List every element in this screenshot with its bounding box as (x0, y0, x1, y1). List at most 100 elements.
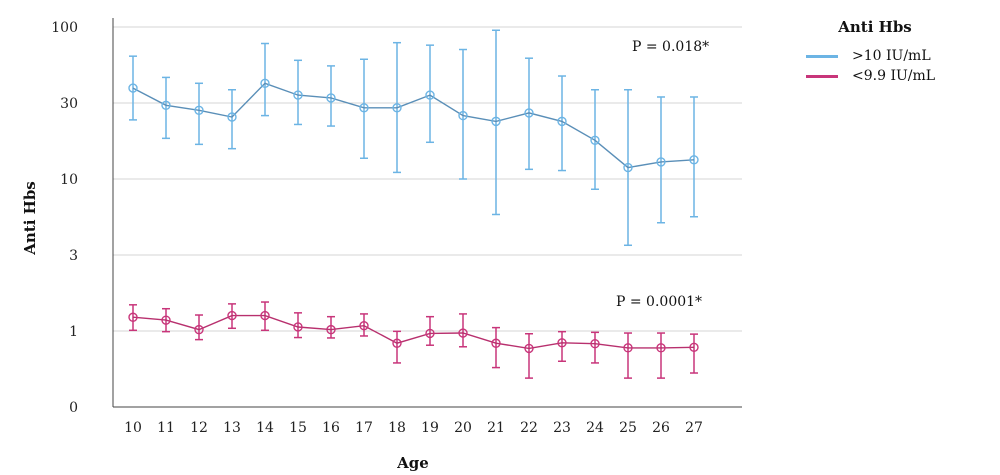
error-bar-10 (129, 55, 137, 121)
data-point-22 (524, 343, 534, 354)
data-point-20 (458, 110, 468, 121)
error-bar-15 (294, 59, 302, 126)
data-point-23 (557, 338, 567, 348)
error-bar-17 (360, 58, 368, 159)
y-tick-label-0: 0 (69, 400, 78, 416)
data-point-15 (293, 90, 303, 100)
legend-label-series-1: >10 IU/mL (852, 48, 931, 64)
x-tick-label-14: 14 (256, 420, 274, 436)
data-point-18 (392, 338, 402, 348)
x-tick-label-24: 24 (586, 420, 604, 436)
data-point-19 (425, 328, 435, 339)
series (128, 29, 699, 379)
x-tick-label-15: 15 (289, 420, 307, 436)
error-bar-19 (426, 44, 434, 144)
legend-label-series-2: <9.9 IU/mL (852, 68, 936, 84)
error-bar-17 (360, 313, 368, 337)
error-bar-21 (492, 29, 500, 216)
y-tick-label-10: 10 (60, 172, 78, 188)
data-point-25 (623, 162, 633, 173)
y-axis-title: Anti Hbs (21, 181, 39, 256)
data-point-17 (359, 103, 369, 113)
error-bar-25 (624, 332, 632, 379)
data-point-11 (161, 100, 171, 111)
error-bar-20 (459, 313, 467, 348)
series-line (132, 314, 695, 350)
data-point-11 (161, 315, 171, 325)
data-point-15 (293, 322, 303, 332)
data-point-14 (260, 78, 270, 88)
legend-swatch-series-1 (806, 54, 838, 58)
x-tick-label-22: 22 (520, 420, 538, 436)
data-point-21 (491, 338, 501, 348)
x-tick-label-27: 27 (685, 420, 703, 436)
data-point-12 (194, 324, 204, 335)
x-tick-label-10: 10 (124, 420, 142, 436)
data-point-24 (590, 135, 600, 145)
data-point-10 (128, 312, 138, 322)
data-point-13 (227, 310, 237, 321)
x-tick-label-12: 12 (190, 420, 208, 436)
series-line (132, 82, 695, 169)
x-tick-label-18: 18 (388, 420, 406, 436)
y-tick-label-30: 30 (60, 96, 78, 112)
y-tick-label-100: 100 (51, 20, 78, 36)
x-tick-label-11: 11 (157, 420, 175, 436)
legend-item-series-2: <9.9 IU/mL (760, 66, 980, 86)
data-point-27 (689, 342, 699, 353)
annotation-series-2: P = 0.0001* (616, 294, 702, 310)
data-point-17 (359, 320, 369, 331)
data-point-20 (458, 328, 468, 338)
y-tick-label-1: 1 (69, 324, 78, 340)
error-bar-16 (327, 65, 335, 127)
data-point-13 (227, 112, 237, 122)
x-tick-label-19: 19 (421, 420, 439, 436)
data-point-12 (194, 105, 204, 115)
data-point-21 (491, 116, 501, 127)
x-tick-label-20: 20 (454, 420, 472, 436)
data-point-22 (524, 108, 534, 118)
error-bar-16 (327, 315, 335, 339)
error-bar-20 (459, 48, 467, 180)
error-bar-22 (525, 333, 533, 379)
error-bar-26 (657, 332, 665, 379)
error-bar-27 (690, 333, 698, 374)
data-point-27 (689, 155, 699, 165)
data-point-26 (656, 343, 666, 353)
legend: Anti Hbs >10 IU/mL <9.9 IU/mL (760, 18, 980, 86)
legend-title: Anti Hbs (838, 18, 912, 36)
error-bar-27 (690, 96, 698, 218)
x-tick-label-23: 23 (553, 420, 571, 436)
data-point-16 (326, 324, 336, 335)
error-bar-15 (294, 312, 302, 339)
annotation-series-1: P = 0.018* (632, 39, 709, 55)
legend-item-series-1: >10 IU/mL (760, 46, 980, 66)
error-bar-26 (657, 96, 665, 224)
legend-swatch-series-2 (806, 74, 838, 78)
x-tick-label-21: 21 (487, 420, 505, 436)
x-tick-label-16: 16 (322, 420, 340, 436)
x-tick-label-17: 17 (355, 420, 373, 436)
error-bar-23 (558, 75, 566, 172)
error-bar-22 (525, 57, 533, 171)
error-bar-13 (228, 89, 236, 150)
series-2 (128, 301, 699, 379)
data-point-16 (326, 93, 336, 103)
data-point-18 (392, 103, 402, 113)
x-tick-label-26: 26 (652, 420, 670, 436)
data-point-26 (656, 157, 666, 167)
data-point-14 (260, 310, 270, 321)
error-bar-11 (162, 76, 170, 140)
x-tick-label-13: 13 (223, 420, 241, 436)
series-1 (128, 29, 699, 247)
data-point-19 (425, 90, 435, 100)
data-point-23 (557, 116, 567, 127)
data-point-10 (128, 83, 138, 93)
data-point-24 (590, 339, 600, 349)
grid-lines (113, 26, 742, 332)
data-point-25 (623, 343, 633, 353)
error-bar-19 (426, 315, 434, 346)
x-tick-label-25: 25 (619, 420, 637, 436)
